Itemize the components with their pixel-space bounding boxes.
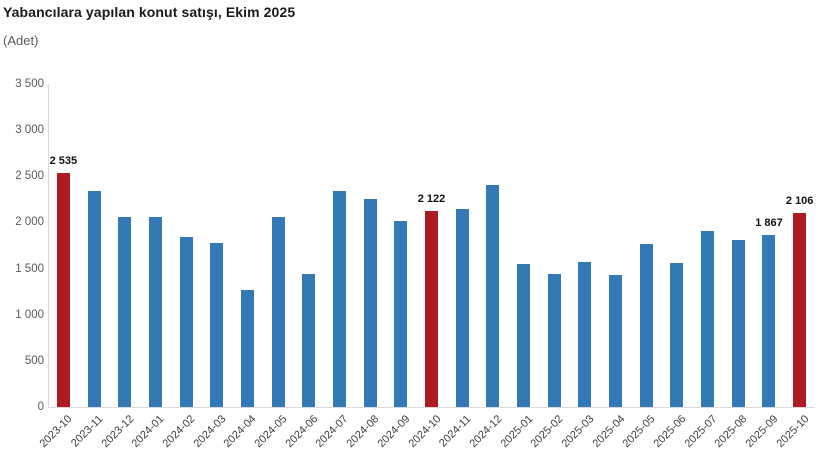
bar-2024-09 <box>394 221 408 407</box>
x-axis-line <box>48 407 815 408</box>
y-axis-tick-label: 3 000 <box>15 124 44 137</box>
bar-2025-10 <box>793 213 807 407</box>
bar-2025-03 <box>578 262 592 407</box>
x-axis-label: 2024-03 <box>191 413 229 451</box>
x-axis-label: 2024-02 <box>160 413 198 451</box>
bar-2025-08 <box>731 240 745 407</box>
x-axis-label: 2023-10 <box>37 413 75 451</box>
x-axis-label: 2023-11 <box>69 413 106 450</box>
bar-2025-02 <box>547 274 561 407</box>
x-axis-label: 2024-10 <box>405 413 443 451</box>
x-axis-label: 2023-12 <box>99 413 137 451</box>
bar-2023-11 <box>87 191 101 407</box>
x-axis-label: 2024-01 <box>129 413 167 451</box>
x-axis-label: 2024-12 <box>467 413 505 451</box>
x-axis-label: 2024-04 <box>221 413 259 451</box>
y-axis-tick-label: 1 500 <box>15 262 44 275</box>
bar-2023-10 <box>56 173 70 407</box>
y-axis-line <box>48 84 49 407</box>
bar-2024-01 <box>148 217 162 407</box>
bar-2025-06 <box>670 263 684 407</box>
x-axis-label: 2025-04 <box>590 413 628 451</box>
chart-title: Yabancılara yapılan konut satışı, Ekim 2… <box>3 4 296 20</box>
x-axis-label: 2025-06 <box>651 413 689 451</box>
y-axis-tick-label: 2 500 <box>15 170 44 183</box>
x-axis-label: 2025-05 <box>620 413 658 451</box>
bar-2024-12 <box>486 185 500 407</box>
bar-2025-04 <box>609 275 623 407</box>
x-axis-label: 2025-10 <box>774 413 812 451</box>
x-axis-label: 2024-06 <box>283 413 321 451</box>
bar-value-label: 2 122 <box>417 193 446 205</box>
bar-value-label: 2 535 <box>49 155 78 167</box>
x-axis-label: 2024-08 <box>344 413 382 451</box>
x-axis-label: 2024-09 <box>375 413 413 451</box>
bar-2024-07 <box>332 191 346 407</box>
x-axis-label: 2025-01 <box>497 413 536 451</box>
x-axis-label: 2025-08 <box>712 413 750 451</box>
bar-2024-10 <box>425 211 438 407</box>
x-axis-label: 2025-02 <box>528 413 566 451</box>
y-axis-tick-label: 3 500 <box>15 78 44 90</box>
x-axis-label: 2025-07 <box>682 413 720 451</box>
bar-2025-01 <box>517 264 531 407</box>
bar-2024-06 <box>302 274 316 407</box>
x-axis-label: 2025-09 <box>743 413 781 451</box>
x-axis-label: 2024-11 <box>437 413 474 450</box>
bar-2023-12 <box>118 217 132 407</box>
bar-2025-09 <box>762 235 776 407</box>
x-axis-label: 2024-05 <box>252 413 290 451</box>
bar-2025-07 <box>701 231 715 407</box>
bar-value-label: 1 867 <box>755 217 783 229</box>
y-axis-tick-label: 0 <box>37 401 44 413</box>
x-axis-label: 2025-03 <box>559 413 597 451</box>
bar-value-label: 2 106 <box>785 195 814 207</box>
bar-2025-05 <box>639 244 653 407</box>
bar-2024-05 <box>271 217 285 407</box>
bar-2024-08 <box>363 199 377 407</box>
y-axis-tick-label: 1 000 <box>15 308 44 321</box>
chart-unit-label: (Adet) <box>3 33 39 48</box>
bar-2024-02 <box>179 237 193 407</box>
y-axis-tick-label: 2 000 <box>15 216 44 229</box>
x-axis-label: 2024-07 <box>313 413 351 451</box>
bar-2024-11 <box>455 209 469 407</box>
y-axis-tick-label: 500 <box>24 354 44 367</box>
bar-2024-04 <box>240 290 254 407</box>
bar-2024-03 <box>210 243 224 407</box>
